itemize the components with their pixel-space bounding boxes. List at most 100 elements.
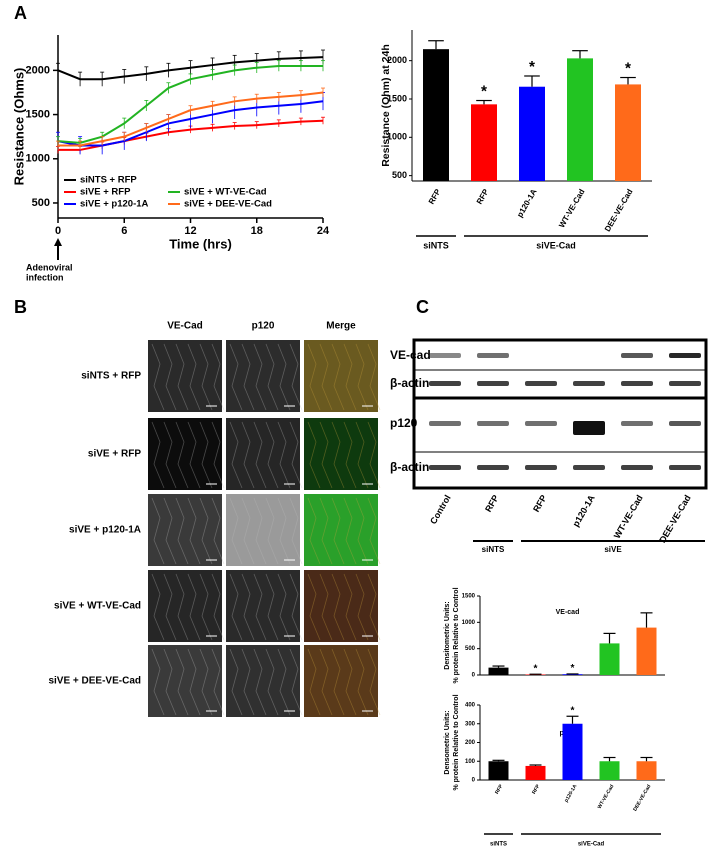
column-header: VE-Cad xyxy=(167,321,203,332)
x-axis-label: Time (hrs) xyxy=(169,236,232,251)
legend-label: siVE + WT-VE-Cad xyxy=(184,187,267,198)
micrograph xyxy=(226,494,300,566)
bar xyxy=(599,643,620,675)
cell-outline xyxy=(355,421,369,489)
series-line xyxy=(57,56,324,81)
cell-outline xyxy=(163,573,177,641)
x-tick-label: RFP xyxy=(427,187,443,206)
group-label: siNTS xyxy=(490,842,507,848)
cell-outline xyxy=(199,421,213,489)
cell-outline xyxy=(277,343,291,411)
cell-outline xyxy=(331,573,345,641)
cell-outline xyxy=(289,421,303,489)
y-tick-label: 1000 xyxy=(462,620,476,626)
micrograph xyxy=(226,418,300,490)
bar xyxy=(562,674,583,675)
blot-row-label: VE-cad xyxy=(390,348,431,362)
lane-label: RFP xyxy=(483,493,501,514)
x-tick-label: RFP xyxy=(531,783,542,795)
annotation: infection xyxy=(26,272,64,282)
cell-outline xyxy=(277,497,291,565)
cell-outline xyxy=(265,421,279,489)
y-tick-label: 500 xyxy=(32,197,50,209)
cell-outline xyxy=(307,573,321,641)
blot-band xyxy=(621,465,653,470)
blot-band xyxy=(477,381,509,386)
cell-outline xyxy=(319,421,333,489)
blot-band xyxy=(477,353,509,358)
cell-outline xyxy=(343,421,357,489)
blot-band xyxy=(621,421,653,426)
cell-outline xyxy=(199,343,213,411)
panel-label: B xyxy=(14,297,27,317)
bar xyxy=(525,765,546,780)
cell-outline xyxy=(199,648,213,716)
series-line xyxy=(58,91,324,147)
y-tick-label: 0 xyxy=(472,778,476,784)
cell-outline xyxy=(343,573,357,641)
cell-outline xyxy=(211,648,225,716)
cell-outline xyxy=(331,648,345,716)
cell-outline xyxy=(151,573,165,641)
bar xyxy=(636,627,657,675)
blot-band xyxy=(525,465,557,470)
y-tick-label: 1000 xyxy=(26,153,50,165)
lane-label: Control xyxy=(428,493,453,526)
y-tick-label: 1500 xyxy=(462,594,476,600)
cell-outline xyxy=(367,497,381,565)
blot-frame xyxy=(412,338,708,490)
cell-outline xyxy=(253,421,267,489)
cell-outline xyxy=(241,421,255,489)
group-label: siVE-Cad xyxy=(536,240,576,250)
cell-outline xyxy=(265,343,279,411)
cell-outline xyxy=(265,497,279,565)
y-tick-label: 500 xyxy=(392,170,407,180)
cell-outline xyxy=(289,497,303,565)
blot-band xyxy=(669,381,701,386)
y-tick-label: 0 xyxy=(472,673,476,679)
cell-outline xyxy=(289,648,303,716)
bar xyxy=(636,761,657,780)
cell-outline xyxy=(319,573,333,641)
bar xyxy=(488,761,509,780)
blot-row-label: β-actin xyxy=(390,460,429,474)
lane-label: RFP xyxy=(531,493,549,514)
significance-marker: * xyxy=(534,663,538,674)
cell-outline xyxy=(277,648,291,716)
chart-title: VE-cad xyxy=(556,609,580,616)
cell-outline xyxy=(343,343,357,411)
bar xyxy=(599,761,620,780)
cell-outline xyxy=(151,497,165,565)
x-tick-label: 0 xyxy=(55,225,61,237)
column-header: p120 xyxy=(252,321,275,332)
bar xyxy=(519,86,545,181)
panel-label: C xyxy=(416,297,429,317)
cell-outline xyxy=(331,421,345,489)
cell-outline xyxy=(211,421,225,489)
cell-outline xyxy=(367,648,381,716)
cell-outline xyxy=(229,573,243,641)
cell-outline xyxy=(319,648,333,716)
cell-outline xyxy=(175,648,189,716)
micrograph xyxy=(304,494,378,566)
cell-outline xyxy=(307,343,321,411)
cell-outline xyxy=(241,497,255,565)
y-axis-label: % protein Relative to Control xyxy=(453,587,460,683)
cell-outline xyxy=(265,648,279,716)
cell-outline xyxy=(289,573,303,641)
cell-outline xyxy=(253,497,267,565)
cell-outline xyxy=(355,648,369,716)
group-label: siNTS xyxy=(482,545,505,554)
micrograph xyxy=(226,645,300,717)
cell-outline xyxy=(355,497,369,565)
bar xyxy=(567,58,593,181)
y-tick-label: 1500 xyxy=(26,108,50,120)
group-label: siVE-Cad xyxy=(578,842,605,848)
blot-band xyxy=(429,465,461,470)
lane-label: WT-VE-Cad xyxy=(612,493,645,540)
x-tick-label: DEE-VE-Cad xyxy=(632,784,652,813)
micrograph xyxy=(226,340,300,412)
column-header: Merge xyxy=(326,321,356,332)
cell-outline xyxy=(241,648,255,716)
